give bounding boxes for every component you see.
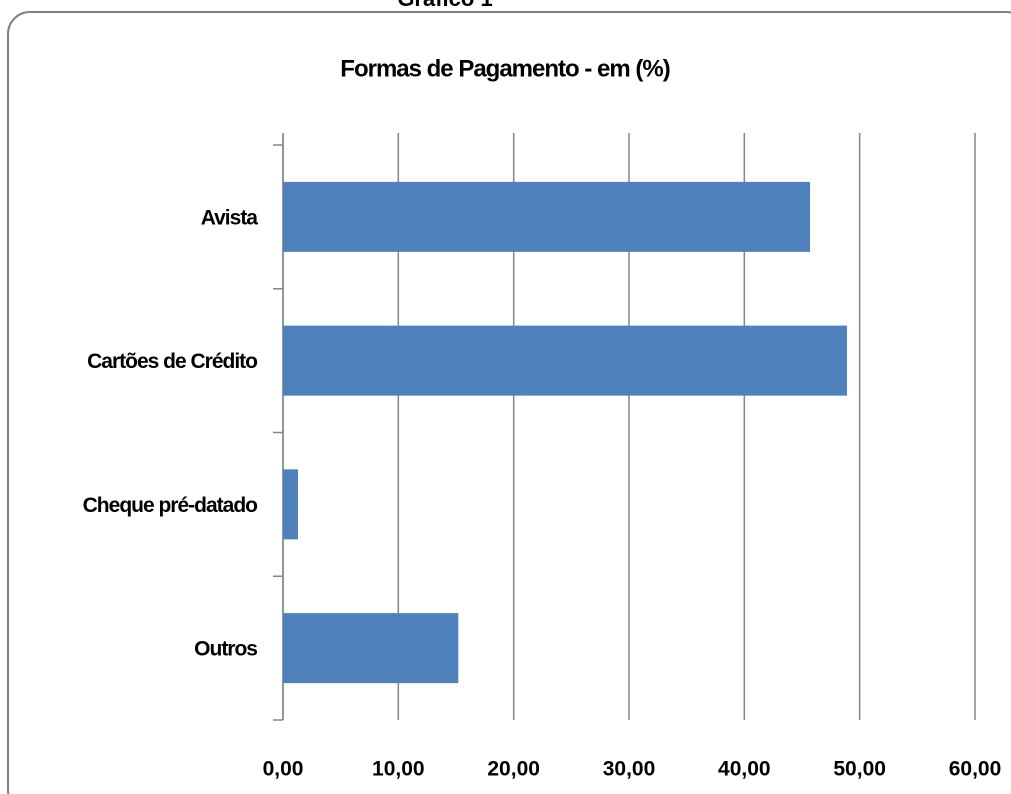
caption: Gráfico 1 <box>397 0 492 11</box>
bar <box>283 181 811 252</box>
x-tick-label: 60,00 <box>949 758 1002 781</box>
x-tick-label: 20,00 <box>487 758 540 781</box>
bar <box>283 613 459 684</box>
chart-border <box>7 11 1011 794</box>
y-tick-label: Avista <box>201 206 259 229</box>
bar <box>283 325 847 396</box>
bar <box>283 469 298 540</box>
x-tick-label: 30,00 <box>603 758 656 781</box>
y-tick-label: Outros <box>194 638 257 661</box>
x-tick-label: 10,00 <box>372 758 425 781</box>
y-tick-label: Cartões de Crédito <box>87 350 257 373</box>
x-tick-label: 50,00 <box>833 758 886 781</box>
chart-title: Formas de Pagamento - em (%) <box>340 55 669 82</box>
x-tick-label: 40,00 <box>718 758 771 781</box>
y-tick-label: Cheque pré-datado <box>83 494 258 517</box>
x-tick-label: 0,00 <box>263 758 304 781</box>
